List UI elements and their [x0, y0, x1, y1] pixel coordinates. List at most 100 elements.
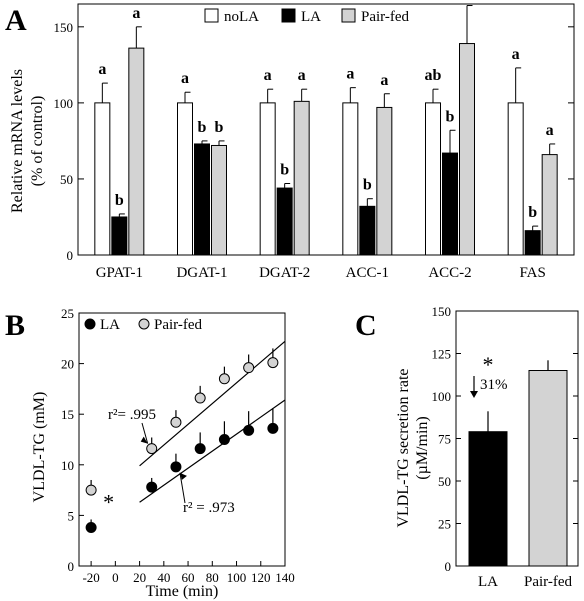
panel-b-r2-la: r² = .973	[183, 500, 235, 516]
panel-a-bar	[177, 102, 193, 256]
panel-a-category-label: GPAT-1	[96, 265, 143, 281]
panel-b-xlabel: Time (min)	[146, 583, 219, 600]
panel-a-ylabel-line1: Relative mRNA levels	[9, 69, 26, 213]
panel-a-ytick-label: 100	[54, 96, 74, 111]
panel-b-xtick-label: 20	[133, 570, 146, 585]
panel-c-ytick-label: 50	[438, 474, 451, 489]
panel-a-bar	[342, 102, 359, 256]
panel-a-bar	[211, 144, 227, 256]
panel-c-percent-label: 31%	[480, 377, 508, 393]
panel-a-bar	[376, 106, 393, 256]
panel-b-data-point	[194, 443, 206, 455]
panel-a-bar	[194, 143, 210, 256]
panel-a-bar	[276, 187, 293, 256]
panel-b-data-point	[267, 422, 279, 434]
panel-b-data-point	[218, 373, 230, 385]
panel-b-r2-arrowhead-la	[179, 472, 187, 480]
panel-c-ylabel-line2: (µM/min)	[414, 416, 431, 479]
panel-a-category-label: DGAT-1	[176, 265, 227, 281]
panel-letter-c: C	[355, 309, 377, 342]
panel-c-bar	[528, 370, 568, 567]
panel-a-significance-letter: b	[215, 119, 224, 136]
panel-a-bar	[259, 102, 276, 256]
panel-letter-a: A	[5, 4, 27, 37]
panel-b-legend-marker	[138, 318, 150, 330]
panel-b-frame	[78, 312, 286, 567]
panel-a-significance-letter: a	[546, 122, 554, 139]
panel-b-ytick-label: 5	[68, 508, 75, 523]
panel-a-significance-letter: ab	[425, 67, 442, 84]
panel-a-significance-letter: b	[528, 204, 537, 221]
panel-b-xtick-label: 60	[182, 570, 195, 585]
panel-a-significance-letter: a	[346, 66, 354, 83]
panel-b-ytick-label: 20	[61, 357, 74, 372]
panel-b-legend-marker	[84, 318, 96, 330]
panel-b-ytick-label: 0	[68, 559, 75, 574]
panel-a-significance-letter: a	[463, 0, 471, 1]
panel-a-bar	[541, 154, 558, 256]
panel-a-chart: Relative mRNA levels (% of control) 0 50 1…	[9, 0, 575, 281]
panel-a-significance-letter: a	[380, 72, 388, 89]
panel-a-ytick-label: 0	[67, 248, 74, 263]
panel-a-significance-letter: b	[446, 108, 455, 125]
panel-b-data-point	[146, 481, 158, 493]
panel-c-down-arrowhead	[470, 391, 478, 398]
panel-c-ytick-label: 0	[445, 559, 452, 574]
panel-c-bar	[468, 431, 508, 567]
panel-c-ytick-label: 150	[432, 304, 452, 319]
panel-a-bar	[459, 43, 475, 256]
panel-a-significance-letter: a	[512, 46, 520, 63]
panel-b-ytick-label: 15	[61, 407, 74, 422]
panel-a-significance-letter: b	[115, 192, 124, 209]
panel-b-ytick-label: 25	[61, 306, 74, 321]
panel-b-fit-line	[139, 399, 286, 503]
panel-a-frame	[77, 3, 575, 256]
panel-letter-b: B	[5, 309, 25, 342]
panel-b-ylabel: VLDL-TG (mM)	[31, 392, 48, 503]
panel-b-data-point	[146, 443, 158, 455]
panel-b-data-point	[170, 416, 182, 428]
panel-c-ylabel-line1: VLDL-TG secretion rate	[395, 368, 412, 527]
panel-c-ytick-label: 125	[432, 347, 452, 362]
panel-b-xtick-label: 140	[275, 570, 295, 585]
panel-c-chart: VLDL-TG secretion rate (µM/min) 0 25 50 75 1…	[395, 304, 579, 590]
panel-b-r2-arrowhead-pairfed	[140, 436, 148, 444]
panel-c-ytick-label: 25	[438, 517, 451, 532]
panel-c-ytick-label: 75	[438, 432, 451, 447]
panel-b-data-point	[85, 522, 97, 534]
panel-b-data-point	[243, 362, 255, 374]
panel-b-chart: VLDL-TG (mM) Time (min) 0 5 10 15 20 25 -20 0 20…	[31, 306, 295, 600]
panel-a-bar	[293, 100, 310, 256]
panel-b-xtick-label: 0	[112, 570, 119, 585]
panel-b-xtick-label: 80	[206, 570, 219, 585]
panel-a-significance-letter: b	[198, 119, 207, 136]
panel-c-asterisk: *	[483, 352, 494, 377]
panel-b-xtick-label: 100	[227, 570, 247, 585]
panel-a-legend-swatch	[204, 8, 219, 23]
panel-b-xtick-label: 40	[157, 570, 170, 585]
panel-a-ytick-label: 150	[54, 20, 74, 35]
panel-a-legend-swatch	[281, 8, 296, 23]
panel-a-significance-letter: a	[98, 61, 106, 78]
panel-b-xtick-label: -20	[82, 570, 99, 585]
panel-a-bar	[425, 102, 441, 256]
panel-b-data-point	[218, 434, 230, 445]
panel-b-r2-arrow-la	[179, 472, 186, 504]
panel-b-xtick-label: 120	[251, 570, 271, 585]
panel-a-bar	[359, 205, 376, 256]
panel-a-bar	[524, 230, 541, 256]
panel-a-significance-letter: a	[264, 67, 272, 84]
panel-b-r2-arrow-pairfed	[141, 422, 149, 444]
panel-a-category-label: DGAT-2	[259, 265, 310, 281]
panel-a-category-label: ACC-2	[428, 265, 471, 281]
panel-a-significance-letter: a	[181, 70, 189, 87]
panel-c-category-label: LA	[478, 574, 498, 590]
panel-b-data-point	[243, 424, 255, 436]
panel-a-category-label: ACC-1	[346, 265, 389, 281]
panel-a-significance-letter: b	[363, 177, 372, 194]
panel-a-significance-letter: b	[280, 162, 289, 179]
panel-a-significance-letter: a	[298, 67, 306, 84]
panel-a-bar	[507, 102, 524, 256]
panel-b-ytick-label: 10	[61, 458, 74, 473]
